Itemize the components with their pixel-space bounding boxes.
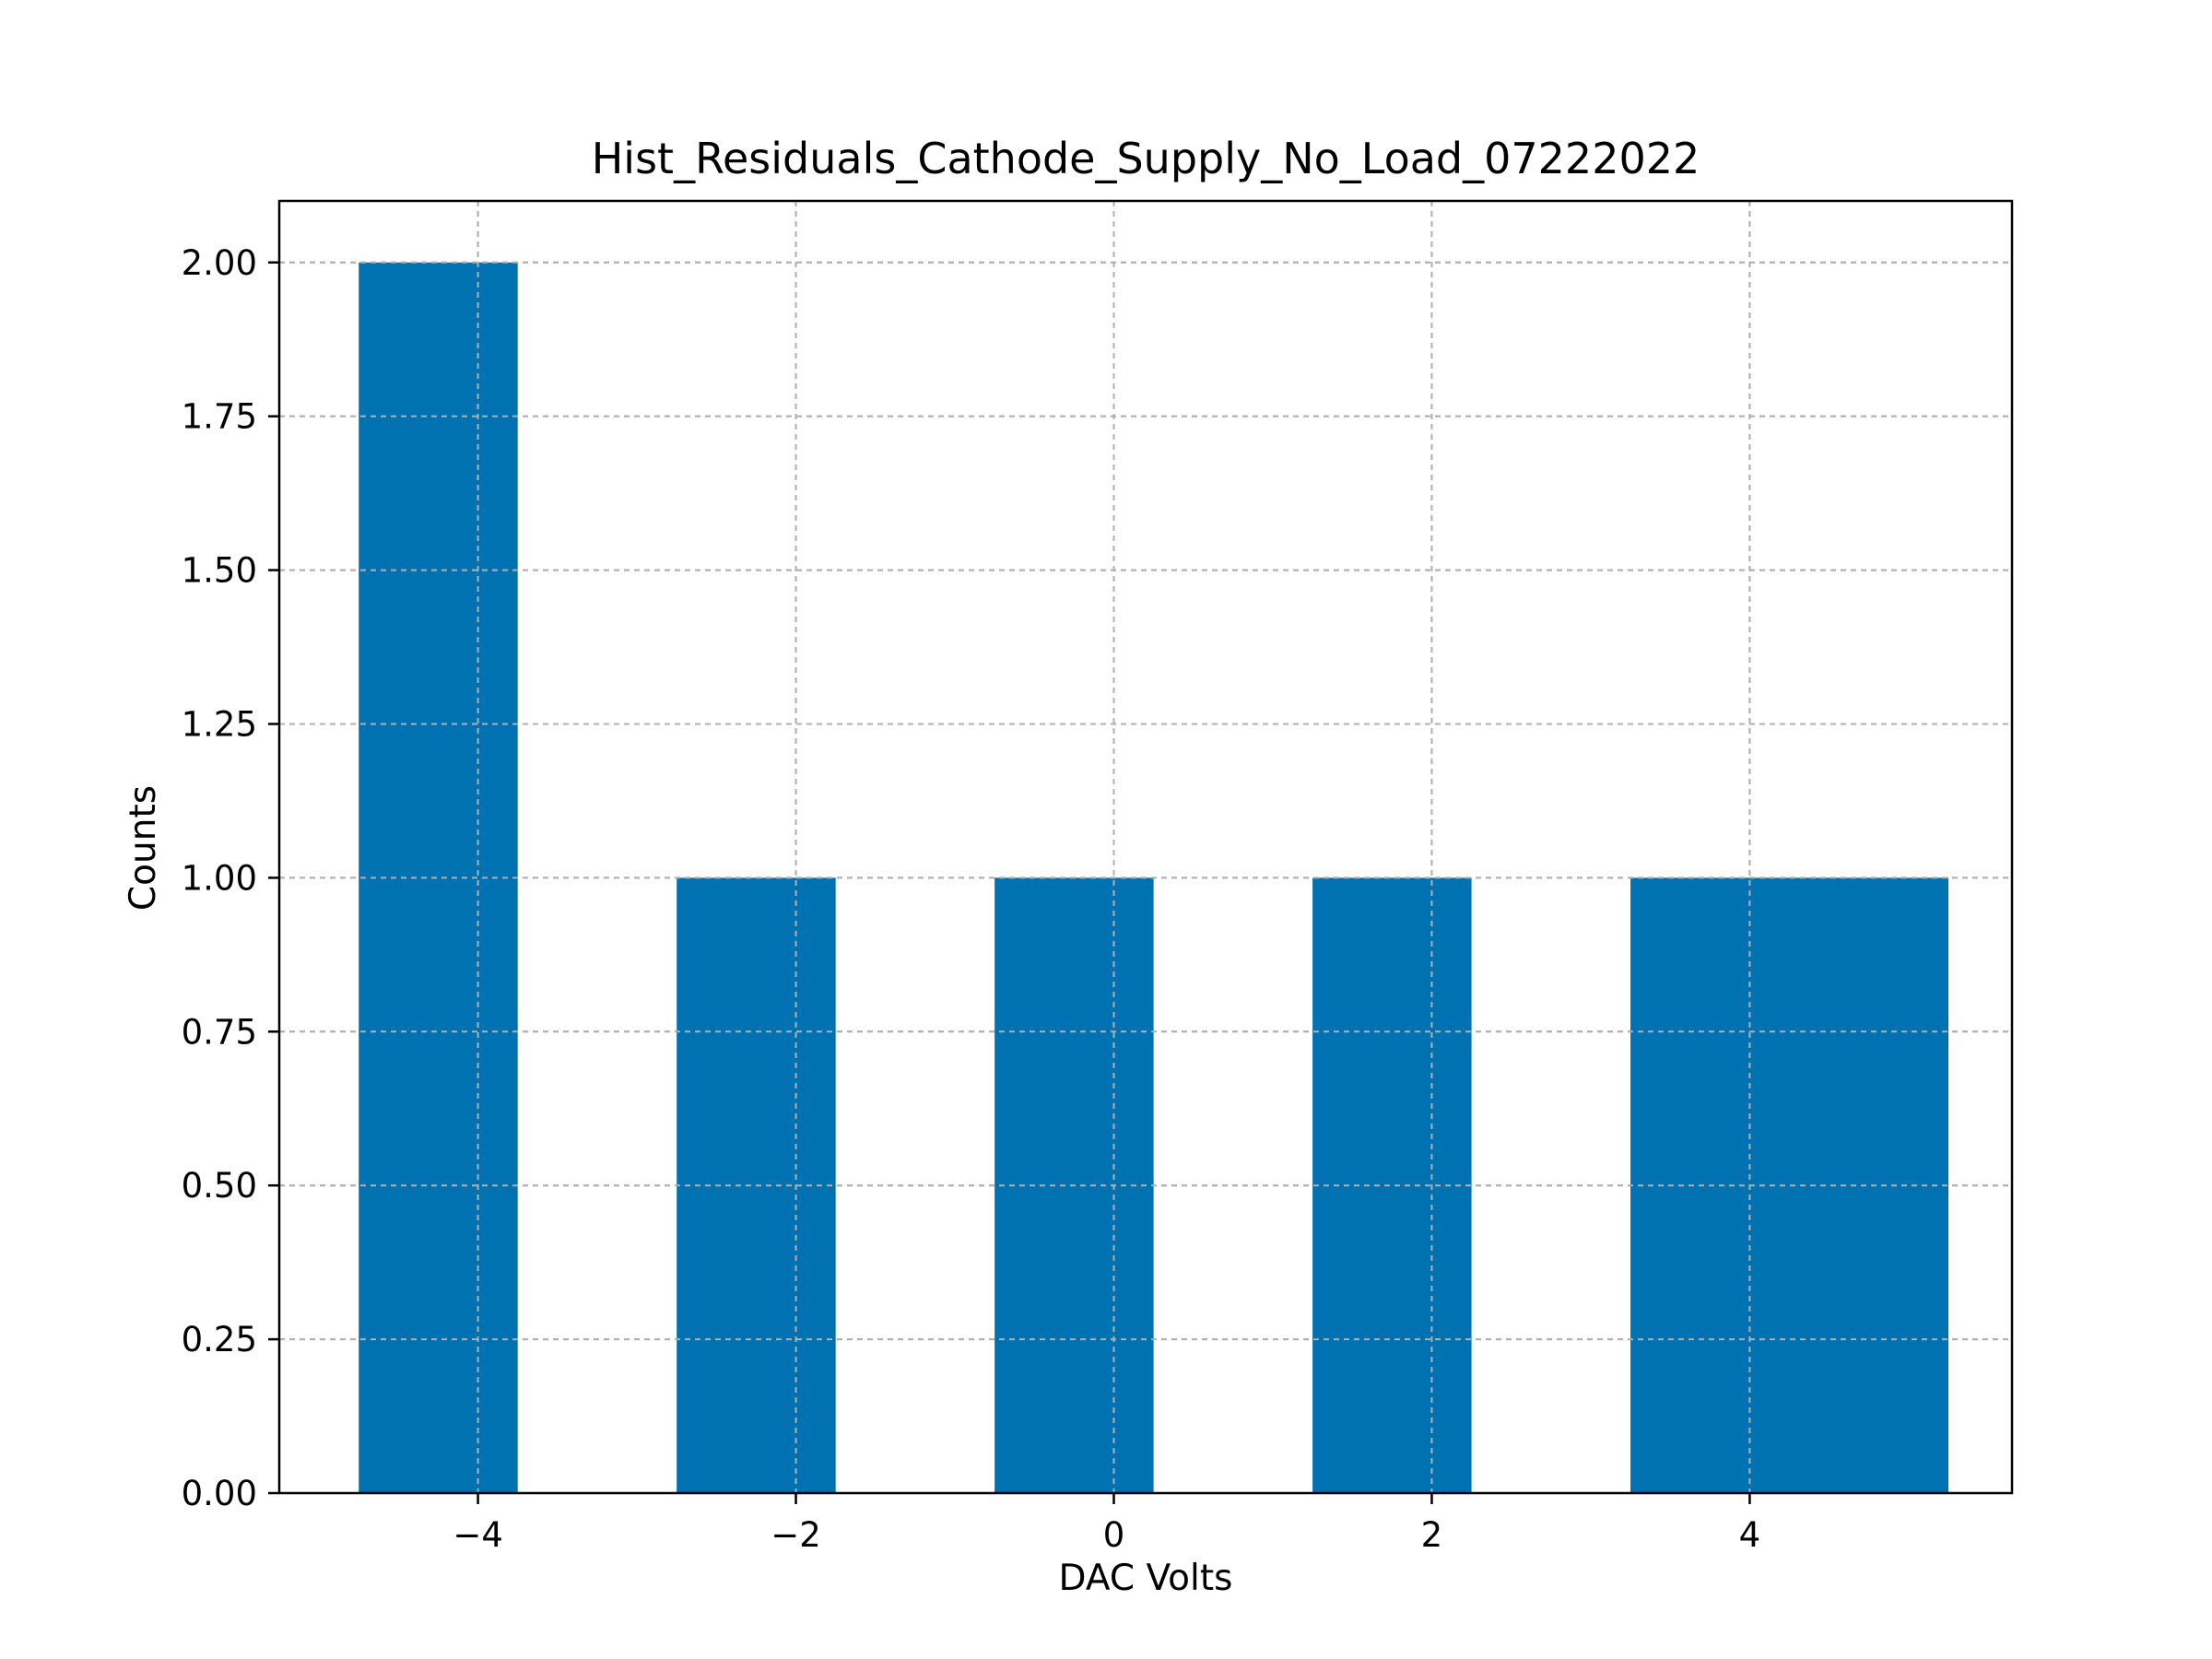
x-tick-label: 4 [1739, 1515, 1761, 1555]
y-tick-label: 1.50 [182, 551, 257, 591]
y-tick-label: 1.25 [182, 704, 257, 744]
y-tick-label: 1.75 [182, 397, 257, 437]
y-tick-label: 1.00 [182, 858, 257, 898]
x-tick-label: −2 [771, 1515, 821, 1555]
y-tick-label: 0.75 [182, 1012, 257, 1052]
plot-frame [277, 199, 2014, 1495]
x-axis-label: DAC Volts [1059, 1558, 1233, 1599]
histogram-bar [1630, 877, 1949, 1493]
bar-layer [279, 201, 2012, 1494]
tick-layer: −4 −2 0 2 4 0.00 0.25 0.50 0.75 1.00 1.25 1.50 1.75 2… [182, 243, 1761, 1555]
y-tick-label: 0.00 [182, 1474, 257, 1513]
y-tick-label: 0.50 [182, 1166, 257, 1206]
x-tick-label: 2 [1421, 1515, 1443, 1555]
chart-title: Hist_Residuals_Cathode_Supply_No_Load_07… [592, 134, 1700, 183]
axes-layer [277, 199, 2014, 1495]
y-tick-label: 2.00 [182, 243, 257, 283]
x-tick-label: 0 [1103, 1515, 1125, 1555]
y-axis-label: Counts [123, 785, 164, 911]
x-tick-label: −4 [453, 1515, 503, 1555]
y-tick-label: 0.25 [182, 1320, 257, 1359]
